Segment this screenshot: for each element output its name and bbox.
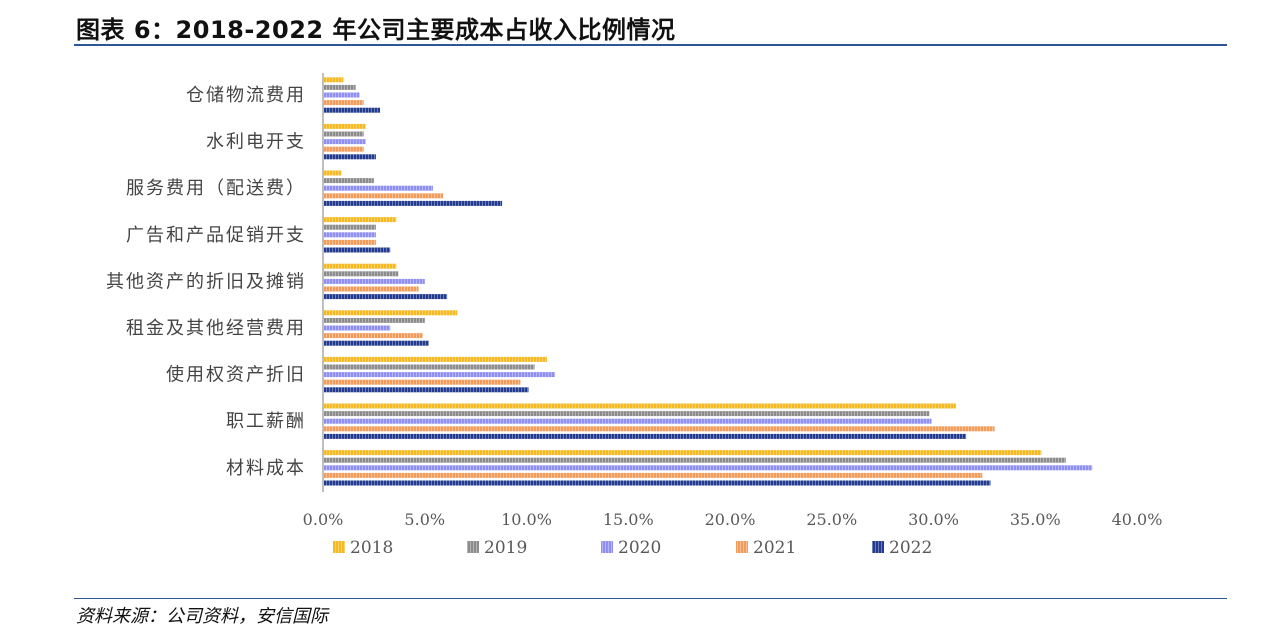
category-label: 租金及其他经营费用 — [126, 318, 306, 339]
bar-2021 — [323, 472, 983, 478]
bar-2019 — [323, 411, 930, 417]
bar-2022 — [323, 107, 380, 113]
bar-2022 — [323, 433, 967, 439]
bar-2021 — [323, 426, 995, 432]
bar-2019 — [323, 364, 535, 370]
footer-divider — [74, 598, 1227, 599]
bar-2021 — [323, 239, 376, 245]
x-tick-label: 35.0% — [1010, 510, 1061, 529]
x-tick-label: 25.0% — [806, 510, 857, 529]
bar-2018 — [323, 123, 366, 129]
bar-2020 — [323, 325, 391, 331]
bar-2019 — [323, 84, 356, 90]
bar-2022 — [323, 247, 391, 253]
legend-swatch-2020 — [601, 541, 613, 553]
x-tick-label: 10.0% — [501, 510, 552, 529]
tick-labels: 0.0% 5.0% 10.0% 15.0% 20.0% 25.0% 30.0% 35.0% 40… — [303, 510, 1163, 529]
category-label: 仓储物流费用 — [186, 85, 306, 106]
bar-2022 — [323, 340, 429, 346]
bar-2019 — [323, 131, 364, 137]
category-label: 使用权资产折旧 — [166, 365, 306, 386]
legend-swatch-2021 — [736, 541, 748, 553]
bar-2021 — [323, 146, 364, 152]
x-tick-label: 30.0% — [908, 510, 959, 529]
bar-2019 — [323, 271, 399, 277]
bar-2018 — [323, 403, 956, 409]
page-title: 图表 6：2018-2022 年公司主要成本占收入比例情况 — [76, 16, 676, 44]
bar-2018 — [323, 217, 397, 223]
bar-2020 — [323, 465, 1093, 471]
x-tick-label: 15.0% — [603, 510, 654, 529]
category-label: 水利电开支 — [206, 132, 306, 153]
source-note: 资料来源：公司资料，安信国际 — [76, 606, 328, 627]
bar-2018 — [323, 77, 344, 83]
bar-2020 — [323, 418, 932, 424]
legend-label: 2022 — [889, 538, 932, 558]
bars-group — [322, 73, 1093, 492]
bar-2021 — [323, 193, 444, 199]
x-tick-label: 40.0% — [1112, 510, 1163, 529]
bar-2020 — [323, 372, 555, 378]
legend-label: 2020 — [618, 538, 661, 558]
category-label: 职工薪酬 — [226, 411, 306, 432]
x-tick-label: 5.0% — [404, 510, 445, 529]
legend-swatch-2019 — [467, 541, 479, 553]
bar-2022 — [323, 200, 503, 206]
x-tick-label: 20.0% — [705, 510, 756, 529]
bar-2019 — [323, 224, 376, 230]
bar-2021 — [323, 100, 364, 106]
bar-2020 — [323, 185, 433, 191]
bar-2018 — [323, 310, 458, 316]
bar-2020 — [323, 278, 425, 284]
bar-2021 — [323, 379, 521, 385]
legend-swatch-2018 — [333, 541, 345, 553]
bar-2018 — [323, 356, 547, 362]
legend-label: 2019 — [484, 538, 527, 558]
legend-label: 2021 — [753, 538, 796, 558]
bar-2022 — [323, 294, 448, 300]
category-label: 材料成本 — [226, 458, 306, 479]
legend-label: 2018 — [350, 538, 393, 558]
bar-2019 — [323, 178, 374, 184]
legend-swatch-2022 — [872, 541, 884, 553]
bar-2020 — [323, 232, 376, 238]
bar-2021 — [323, 333, 423, 339]
bar-2020 — [323, 139, 366, 145]
category-label: 其他资产的折旧及摊销 — [106, 271, 306, 292]
bar-2019 — [323, 317, 425, 323]
bar-2022 — [323, 480, 991, 486]
bar-2022 — [323, 154, 376, 160]
bar-2018 — [323, 170, 342, 176]
bar-2022 — [323, 387, 529, 393]
bar-2020 — [323, 92, 360, 98]
title-divider — [74, 44, 1227, 46]
bar-2018 — [323, 263, 397, 269]
x-tick-label: 0.0% — [303, 510, 344, 529]
category-label: 服务费用（配送费） — [126, 178, 306, 199]
category-label: 广告和产品促销开支 — [126, 225, 306, 246]
bar-2019 — [323, 457, 1066, 463]
bar-2021 — [323, 286, 419, 292]
legend: 2018 2019 2020 2021 2022 — [333, 538, 932, 558]
bar-2018 — [323, 450, 1042, 456]
